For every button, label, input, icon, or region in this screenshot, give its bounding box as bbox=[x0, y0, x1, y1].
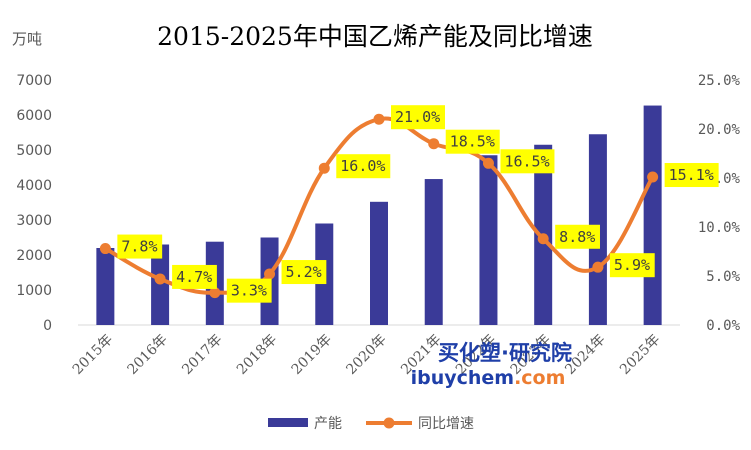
x-tick-label: 2015年 bbox=[70, 332, 116, 378]
growth-marker bbox=[264, 268, 276, 280]
growth-marker bbox=[318, 162, 330, 174]
growth-data-label: 16.5% bbox=[504, 152, 549, 170]
data-label-background bbox=[117, 234, 163, 259]
legend-bar-swatch bbox=[268, 418, 308, 427]
left-y-tick-label: 0 bbox=[43, 318, 52, 334]
data-label-background bbox=[391, 105, 445, 130]
x-tick-label: 2016年 bbox=[125, 332, 171, 378]
left-y-tick-label: 5000 bbox=[16, 143, 52, 159]
data-label-background bbox=[172, 264, 217, 289]
growth-marker bbox=[99, 243, 111, 255]
growth-data-label: 21.0% bbox=[395, 108, 440, 126]
x-tick-label: 2020年 bbox=[343, 332, 389, 378]
data-label-background bbox=[336, 154, 391, 179]
left-y-tick-label: 7000 bbox=[16, 73, 52, 89]
growth-data-label: 7.8% bbox=[121, 238, 157, 256]
watermark-line1: 买化塑·研究院 bbox=[438, 341, 572, 365]
right-y-tick-label: 5.0% bbox=[706, 269, 740, 285]
growth-data-label: 15.1% bbox=[669, 166, 714, 184]
data-label-background bbox=[664, 163, 719, 188]
left-y-tick-label: 4000 bbox=[16, 178, 52, 194]
data-label-background bbox=[500, 149, 555, 174]
data-label-background bbox=[226, 278, 272, 303]
capacity-bar bbox=[370, 201, 388, 325]
watermark-line2: ibuychem.com bbox=[411, 367, 566, 389]
growth-data-label: 8.8% bbox=[559, 228, 595, 246]
growth-data-label: 5.2% bbox=[286, 263, 322, 281]
x-tick-label: 2019年 bbox=[289, 332, 335, 378]
legend-line-label: 同比增速 bbox=[418, 416, 474, 432]
legend-bar-label: 产能 bbox=[314, 416, 342, 432]
growth-marker bbox=[373, 113, 385, 125]
growth-marker bbox=[537, 233, 549, 245]
watermark-line2-b: .com bbox=[514, 367, 565, 389]
left-y-tick-label: 6000 bbox=[16, 108, 52, 124]
chart-title: 2015-2025年中国乙烯产能及同比增速 bbox=[157, 22, 593, 51]
legend: 产能 同比增速 bbox=[268, 416, 474, 432]
capacity-bar bbox=[643, 105, 662, 325]
legend-line-marker bbox=[383, 417, 395, 429]
right-y-tick-label: 25.0% bbox=[698, 73, 741, 89]
capacity-bar bbox=[479, 155, 498, 325]
growth-marker bbox=[592, 261, 604, 273]
growth-marker bbox=[482, 157, 494, 169]
growth-marker bbox=[428, 138, 440, 150]
growth-data-label: 16.0% bbox=[340, 157, 385, 175]
data-label-background bbox=[445, 129, 500, 154]
right-y-tick-label: 20.0% bbox=[698, 122, 741, 138]
x-tick-label: 2025年 bbox=[617, 332, 663, 378]
right-y-tick-label: 10.0% bbox=[698, 220, 741, 236]
data-label-background bbox=[609, 253, 655, 278]
left-y-tick-label: 3000 bbox=[16, 213, 52, 229]
growth-data-label: 4.7% bbox=[176, 268, 212, 286]
left-y-tick-label: 2000 bbox=[16, 248, 52, 264]
capacity-bar bbox=[151, 244, 170, 325]
capacity-bar bbox=[96, 248, 115, 325]
growth-marker bbox=[209, 287, 221, 299]
x-tick-label: 2018年 bbox=[234, 332, 280, 378]
growth-marker bbox=[154, 273, 166, 285]
data-label-background bbox=[555, 224, 600, 249]
watermark: 买化塑·研究院 ibuychem.com bbox=[411, 341, 572, 389]
watermark-line2-a: ibuychem bbox=[411, 367, 515, 389]
capacity-bar bbox=[424, 179, 443, 325]
left-y-tick-label: 1000 bbox=[16, 283, 52, 299]
x-tick-label: 2017年 bbox=[179, 332, 225, 378]
right-y-tick-label: 0.0% bbox=[706, 318, 740, 334]
left-axis-unit: 万吨 bbox=[12, 30, 42, 48]
data-label-background bbox=[281, 260, 327, 285]
growth-marker bbox=[647, 171, 659, 183]
growth-data-label: 5.9% bbox=[614, 256, 650, 274]
growth-data-label: 3.3% bbox=[231, 282, 267, 300]
growth-data-label: 18.5% bbox=[450, 133, 495, 151]
